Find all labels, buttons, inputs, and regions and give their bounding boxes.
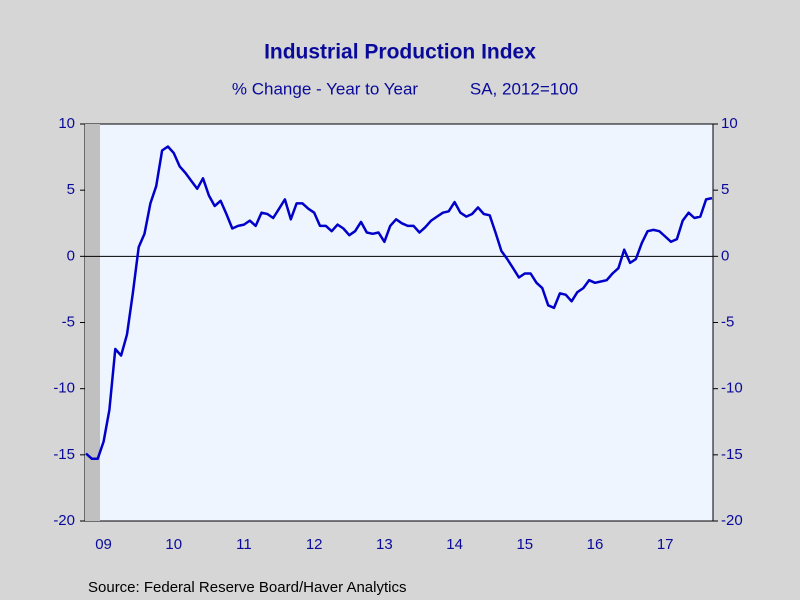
- y-tick-label: 10: [58, 115, 75, 132]
- y-tick-label: 5: [67, 181, 75, 198]
- x-tick-label: 17: [657, 536, 674, 553]
- x-tick-label: 12: [306, 536, 323, 553]
- recession-shade: [85, 124, 100, 521]
- chart-title: Industrial Production Index: [264, 41, 536, 64]
- y2-tick-label: -15: [721, 446, 743, 463]
- x-tick-label: 10: [165, 536, 182, 553]
- y-tick-label: -5: [62, 313, 75, 330]
- plot-area: [84, 123, 714, 522]
- x-tick-label: 16: [587, 536, 604, 553]
- y-tick-label: -10: [53, 380, 75, 397]
- x-tick-label: 13: [376, 536, 393, 553]
- y-tick-label: -15: [53, 446, 75, 463]
- x-tick-label: 15: [516, 536, 533, 553]
- source: Source: Federal Reserve Board/Haver Anal…: [88, 579, 406, 596]
- line: [85, 145, 713, 461]
- y-tick-label: 0: [67, 247, 75, 264]
- y2-tick-label: -10: [721, 380, 743, 397]
- y2-tick-label: 10: [721, 115, 738, 132]
- x-tick-label: 14: [446, 536, 463, 553]
- y-tick-label: -20: [53, 512, 75, 529]
- y2-tick-label: -5: [721, 313, 734, 330]
- subtitle: % Change - Year to Year: [232, 79, 419, 98]
- x-tick-label: 11: [236, 536, 252, 553]
- subtitle-note: SA, 2012=100: [470, 79, 578, 98]
- y2-tick-label: 5: [721, 181, 729, 198]
- y2-tick-label: 0: [721, 247, 729, 264]
- y2-tick-label: -20: [721, 512, 743, 529]
- x-tick-label: 09: [95, 536, 112, 553]
